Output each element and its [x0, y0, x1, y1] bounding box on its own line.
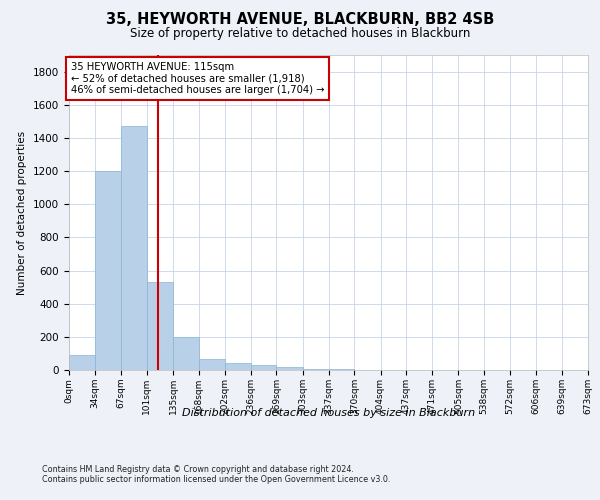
Bar — [251, 365, 277, 370]
Bar — [277, 366, 302, 370]
Bar — [121, 126, 147, 370]
Bar — [69, 355, 95, 370]
Bar — [199, 359, 225, 370]
Y-axis label: Number of detached properties: Number of detached properties — [17, 130, 28, 294]
Text: Contains HM Land Registry data © Crown copyright and database right 2024.
Contai: Contains HM Land Registry data © Crown c… — [42, 465, 391, 484]
Text: 35 HEYWORTH AVENUE: 115sqm
← 52% of detached houses are smaller (1,918)
46% of s: 35 HEYWORTH AVENUE: 115sqm ← 52% of deta… — [71, 62, 324, 95]
Bar — [95, 171, 121, 370]
Bar — [302, 369, 329, 370]
Text: 35, HEYWORTH AVENUE, BLACKBURN, BB2 4SB: 35, HEYWORTH AVENUE, BLACKBURN, BB2 4SB — [106, 12, 494, 28]
Bar — [329, 369, 355, 370]
Text: Size of property relative to detached houses in Blackburn: Size of property relative to detached ho… — [130, 28, 470, 40]
Text: Distribution of detached houses by size in Blackburn: Distribution of detached houses by size … — [182, 408, 475, 418]
Bar — [147, 282, 173, 370]
Bar — [225, 364, 251, 370]
Bar — [173, 337, 199, 370]
